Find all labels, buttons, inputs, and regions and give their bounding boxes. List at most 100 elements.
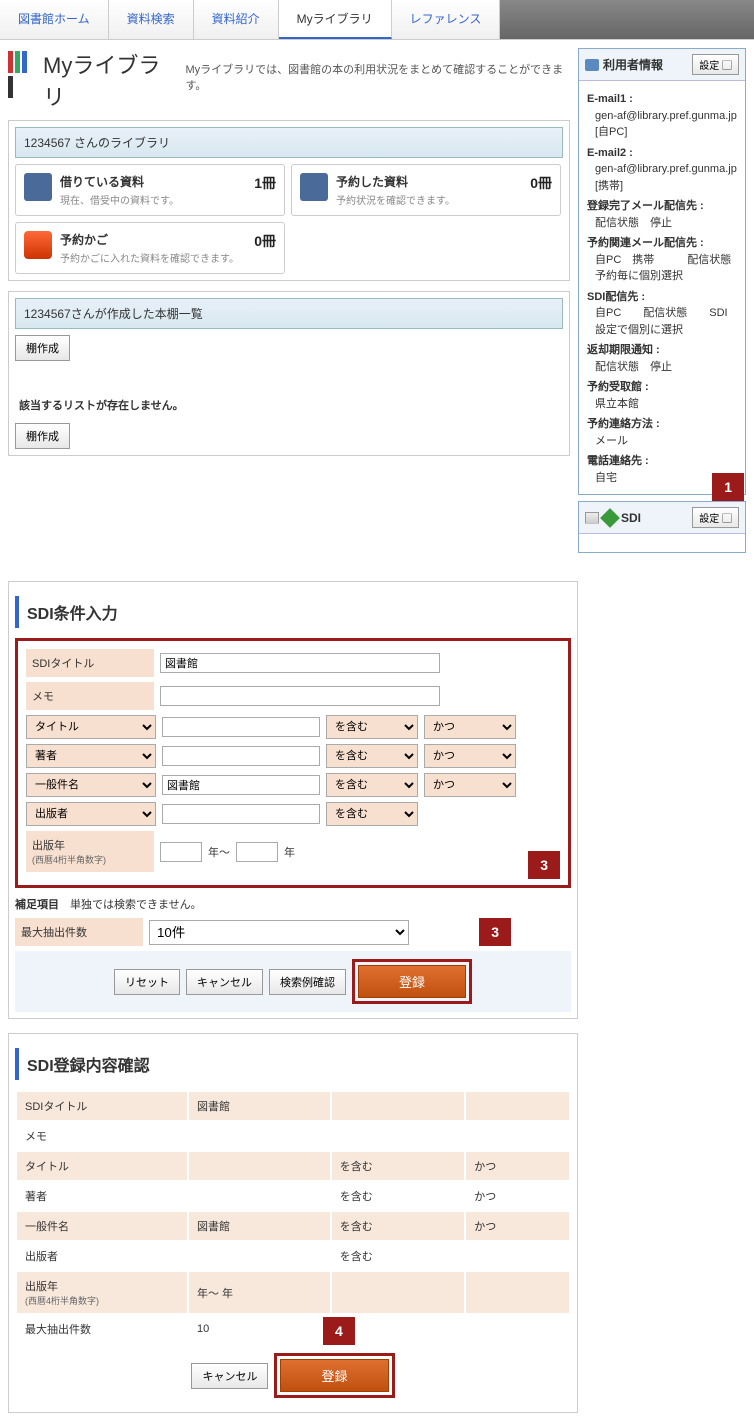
c-r1-lbl: SDIタイトル bbox=[17, 1092, 187, 1120]
c-r6-v2: を含む bbox=[332, 1242, 464, 1270]
user-settings-button[interactable]: 設定 ▢ bbox=[692, 54, 739, 75]
sdi-confirm-panel: SDI登録内容確認 SDIタイトル図書館 メモ タイトルを含むかつ 著者を含むか… bbox=[8, 1033, 578, 1413]
field1-select[interactable]: タイトル bbox=[26, 715, 156, 739]
tab-mylibrary[interactable]: Myライブラリ bbox=[279, 0, 392, 39]
person-icon bbox=[585, 59, 599, 71]
field2-conj[interactable]: かつ bbox=[424, 744, 516, 768]
field3-select[interactable]: 一般件名 bbox=[26, 773, 156, 797]
year-to-label: 年 bbox=[284, 844, 295, 860]
tab-home[interactable]: 図書館ホーム bbox=[0, 0, 109, 39]
resmail-label: 予約関連メール配信先 : bbox=[587, 235, 737, 252]
register-button[interactable]: 登録 bbox=[358, 965, 466, 998]
reset-button[interactable]: リセット bbox=[114, 969, 180, 995]
card-borrowed-count: 1冊 bbox=[254, 173, 276, 193]
example-button[interactable]: 検索例確認 bbox=[269, 969, 346, 995]
page-title: Myライブラリ bbox=[43, 48, 177, 112]
badge-3a: 3 bbox=[528, 851, 560, 879]
field1-op[interactable]: を含む bbox=[326, 715, 418, 739]
field3-conj[interactable]: かつ bbox=[424, 773, 516, 797]
card-reserved-desc: 予約状況を確認できます。 bbox=[336, 192, 522, 207]
confirm-table: SDIタイトル図書館 メモ タイトルを含むかつ 著者を含むかつ 一般件名図書館を… bbox=[15, 1090, 571, 1345]
confirm-cancel-button[interactable]: キャンセル bbox=[191, 1363, 268, 1389]
phone-label: 電話連絡先 : bbox=[587, 453, 737, 470]
year-to-input[interactable] bbox=[236, 842, 278, 862]
create-shelf-button[interactable]: 棚作成 bbox=[15, 335, 70, 361]
shelf-panel: 1234567さんが作成した本棚一覧 棚作成 該当するリストが存在しません。 棚… bbox=[8, 291, 570, 456]
confirm-register-wrap: 登録 bbox=[274, 1353, 394, 1398]
basket-icon bbox=[24, 231, 52, 259]
field4-input[interactable] bbox=[162, 804, 320, 824]
pickup-value: 県立本館 bbox=[595, 396, 737, 413]
library-panel: 1234567 さんのライブラリ 借りている資料 現在、借受中の資料です。 1冊… bbox=[8, 120, 570, 281]
c-r8-lbl: 最大抽出件数 bbox=[17, 1315, 187, 1343]
cancel-button[interactable]: キャンセル bbox=[186, 969, 263, 995]
return-label: 返却期限通知 : bbox=[587, 342, 737, 359]
shelf-header: 1234567さんが作成した本棚一覧 bbox=[15, 298, 563, 329]
page-subtitle: Myライブラリでは、図書館の本の利用状況をまとめて確認することができます。 bbox=[185, 61, 570, 93]
field4-select[interactable]: 出版者 bbox=[26, 802, 156, 826]
nav-tabs: 図書館ホーム 資料検索 資料紹介 Myライブラリ レファレンス bbox=[0, 0, 754, 40]
logo-icon bbox=[8, 51, 35, 101]
card-basket-count: 0冊 bbox=[254, 231, 276, 251]
max-select[interactable]: 10件 bbox=[149, 920, 409, 945]
tab-search[interactable]: 資料検索 bbox=[109, 0, 194, 39]
shelf-empty-msg: 該当するリストが存在しません。 bbox=[19, 397, 563, 413]
sdi-confirm-title: SDI登録内容確認 bbox=[15, 1048, 571, 1080]
c-r1-v1: 図書館 bbox=[189, 1092, 330, 1120]
c-r6-lbl: 出版者 bbox=[17, 1242, 187, 1270]
field1-conj[interactable]: かつ bbox=[424, 715, 516, 739]
badge-4: 4 bbox=[323, 1317, 355, 1345]
user-info-panel: 利用者情報 設定 ▢ E-mail1 : gen-af@library.pref… bbox=[578, 48, 746, 495]
field2-input[interactable] bbox=[162, 746, 320, 766]
c-r5-v1: 図書館 bbox=[189, 1212, 330, 1240]
sdi-dest-label: SDI配信先 : bbox=[587, 289, 737, 306]
email2-label: E-mail2 : bbox=[587, 145, 737, 162]
card-reserved-count: 0冊 bbox=[530, 173, 552, 193]
resmail-value: 自PC 携帯 配信状態 予約毎に個別選択 bbox=[595, 252, 737, 285]
confirm-buttons: 4 キャンセル 登録 bbox=[15, 1345, 571, 1406]
c-r5-v2: を含む bbox=[332, 1212, 464, 1240]
library-header: 1234567 さんのライブラリ bbox=[15, 127, 563, 158]
memo-input[interactable] bbox=[160, 686, 440, 706]
sdi-title-input[interactable] bbox=[160, 653, 440, 673]
sdi-form-panel: SDI条件入力 SDIタイトル メモ タイトル を含む かつ 著者 を含む かつ… bbox=[8, 581, 578, 1019]
field2-select[interactable]: 著者 bbox=[26, 744, 156, 768]
card-borrowed[interactable]: 借りている資料 現在、借受中の資料です。 1冊 bbox=[15, 164, 285, 216]
year-from-input[interactable] bbox=[160, 842, 202, 862]
c-r5-v3: かつ bbox=[466, 1212, 569, 1240]
field4-op[interactable]: を含む bbox=[326, 802, 418, 826]
year-from-label: 年～ bbox=[208, 844, 230, 860]
badge-1: 1 bbox=[712, 473, 744, 501]
envelope-icon bbox=[585, 512, 599, 524]
calendar-icon bbox=[300, 173, 328, 201]
field3-input[interactable] bbox=[162, 775, 320, 795]
c-r4-lbl: 著者 bbox=[17, 1182, 187, 1210]
c-r3-v2: を含む bbox=[332, 1152, 464, 1180]
field2-op[interactable]: を含む bbox=[326, 744, 418, 768]
card-basket[interactable]: 予約かご 予約かごに入れた資料を確認できます。 0冊 bbox=[15, 222, 285, 274]
card-reserved[interactable]: 予約した資料 予約状況を確認できます。 0冊 bbox=[291, 164, 561, 216]
pencil-icon bbox=[600, 508, 620, 528]
max-label: 最大抽出件数 bbox=[15, 918, 143, 946]
tabs-spacer bbox=[500, 0, 754, 39]
sdi-settings-button[interactable]: 設定 ▢ bbox=[692, 507, 739, 528]
confirm-register-button[interactable]: 登録 bbox=[280, 1359, 388, 1392]
sdi-form-fields: SDIタイトル メモ タイトル を含む かつ 著者 を含む かつ 一般件名 を含… bbox=[15, 638, 571, 888]
sdi-panel-wrap: 1 SDI 設定 ▢ bbox=[578, 501, 746, 553]
field3-op[interactable]: を含む bbox=[326, 773, 418, 797]
c-r5-lbl: 一般件名 bbox=[17, 1212, 187, 1240]
contact-label: 予約連絡方法 : bbox=[587, 416, 737, 433]
user-info-header: 利用者情報 bbox=[585, 56, 663, 73]
sdi-title-label: SDIタイトル bbox=[26, 649, 154, 677]
sdi-form-title: SDI条件入力 bbox=[15, 596, 571, 628]
c-r2-lbl: メモ bbox=[17, 1122, 187, 1150]
field1-input[interactable] bbox=[162, 717, 320, 737]
create-shelf-button-2[interactable]: 棚作成 bbox=[15, 423, 70, 449]
c-r7-lbl: 出版年(西暦4桁半角数字) bbox=[17, 1272, 187, 1313]
c-r3-v3: かつ bbox=[466, 1152, 569, 1180]
supplement-row: 補足項目 単独では検索できません。 bbox=[15, 896, 571, 912]
memo-label: メモ bbox=[26, 682, 154, 710]
card-borrowed-desc: 現在、借受中の資料です。 bbox=[60, 192, 246, 207]
tab-reference[interactable]: レファレンス bbox=[392, 0, 501, 39]
tab-introduce[interactable]: 資料紹介 bbox=[194, 0, 279, 39]
